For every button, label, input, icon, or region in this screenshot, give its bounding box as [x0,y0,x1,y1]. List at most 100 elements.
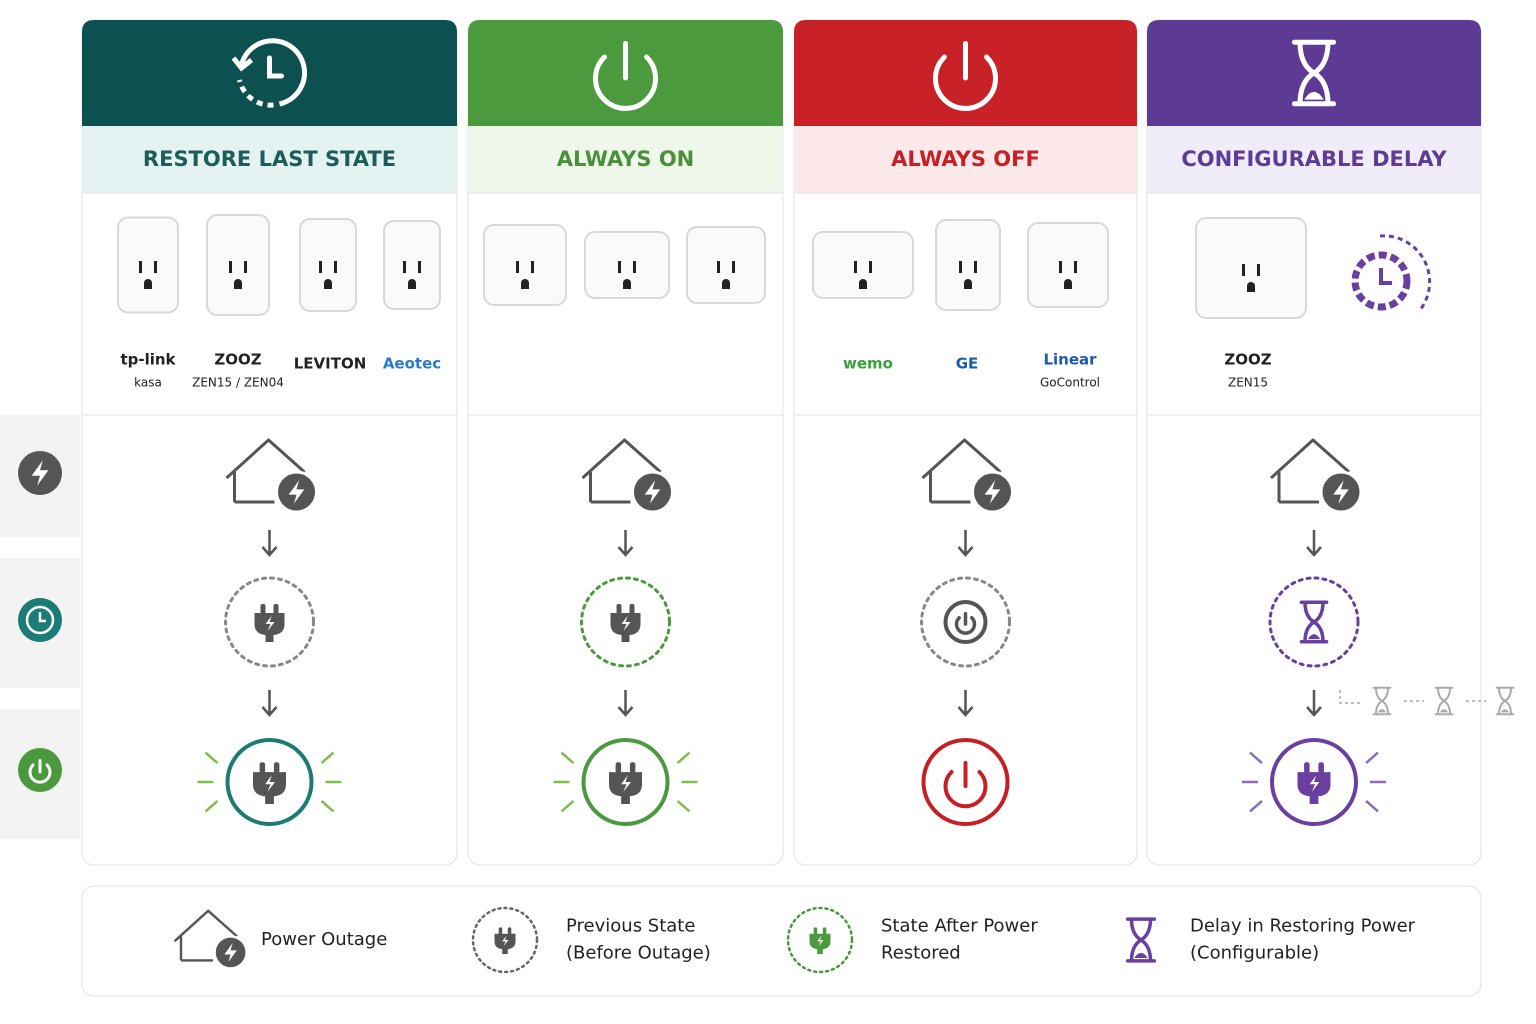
brand-name: wemo [843,355,893,373]
history-dashes [237,79,274,108]
hourglass-icon [1372,686,1392,716]
clock-hands [267,55,284,79]
outlet-slot [959,261,962,273]
legend-label: Delay in Restoring Power [1190,916,1416,937]
outlet-ground [722,279,730,289]
hourglass-sand [1500,709,1510,713]
outlet-ground [144,279,152,289]
house-icon [1269,438,1350,504]
outlet-ground [408,279,416,289]
column-title: CONFIGURABLE DELAY [1181,147,1447,171]
brand-name: LEVITON [294,355,367,373]
brand-name: ZOOZ [1224,351,1271,369]
brand-sub: ZEN15 / ZEN04 [192,376,284,390]
glow-ray [204,799,219,813]
glow-ray [1249,799,1263,813]
glow-ray [320,751,335,765]
smart-plug [1195,217,1307,319]
title-band [1147,126,1481,193]
legend-label: Power Outage [261,929,387,950]
house-icon [921,438,1002,504]
title-band [468,126,783,193]
legend-box [81,885,1482,997]
legend-label: Restored [881,943,961,964]
glow-ray [1249,751,1263,765]
legend-label: Previous State [566,916,695,937]
title-band [82,126,457,193]
hourglass-icon [1125,917,1157,963]
plug-prong [260,604,266,614]
flow-arrow [617,690,634,717]
legend-previous [471,906,539,974]
smart-plug [299,218,357,312]
outlet-slot [732,261,735,273]
plug-prong [615,762,622,774]
brand-sub: kasa [134,376,162,390]
flow-arrow [957,530,974,557]
smart-plug [686,226,766,304]
history-icon [239,38,308,107]
brand-name: Linear [1043,351,1097,369]
glow-ray [1365,799,1379,813]
smart-plug [117,216,179,314]
outlet-slot [516,261,519,273]
outlet-slot [1074,261,1077,273]
plug-prong [616,604,622,614]
legend-label: State After Power [881,916,1038,937]
plug-bolt [265,616,275,631]
smart-plug [812,231,914,299]
column: ALWAYS ON [467,19,784,866]
legend-restored [786,906,854,974]
outlet-ground [859,279,867,289]
hourglass-icon [1291,39,1337,107]
power-arc [933,54,998,111]
history-arrow [231,56,254,72]
side-clock-hands [38,612,46,623]
outlet-slot [869,261,872,273]
column-title: ALWAYS OFF [891,147,1040,171]
plug-prong [1304,762,1310,774]
column-title: RESTORE LAST STATE [143,147,396,171]
delay-steps [1339,690,1486,704]
outlet-slot [139,261,142,273]
outlet-ground [521,279,529,289]
legend: Power Outage Previous State (Before Outage… [173,906,1416,974]
outlet-slot [244,261,247,273]
brand-sub: GoControl [1040,376,1100,390]
title-band [794,126,1137,193]
power-arc [954,615,977,635]
outlet-ground [623,279,631,289]
flow-arrow [1306,690,1322,717]
legend-label: (Before Outage) [566,943,711,964]
delay-arc [1379,234,1432,311]
plug-prong [1318,762,1324,774]
bolt-icon [224,943,237,962]
glow-ray [320,799,335,813]
plug-prong [813,927,818,935]
outlet-slot [319,261,322,273]
house-icon [225,438,306,504]
glow-ray [676,751,691,765]
outlet-slot [1257,264,1260,276]
house-icon [581,438,662,504]
house-icon [173,909,238,962]
flow-arrow [261,530,278,557]
brand-sub: ZEN15 [1228,376,1268,390]
hourglass-icon [1495,686,1515,716]
brand-name: ZOOZ [214,351,261,369]
smart-plug [383,220,441,310]
smart-plug [483,224,567,306]
plug-bolt [621,775,631,792]
power-arc [593,54,658,111]
outlet-slot [854,261,857,273]
plug-prong [259,762,266,774]
plug-prong [822,927,827,935]
outlet-ground [234,279,242,289]
smart-plug [935,219,1001,311]
hourglass-icon [1299,600,1329,644]
plug-prong [498,927,503,935]
outlet-ground [964,279,972,289]
outlet-ground [1064,279,1072,289]
hourglass-sand [1307,634,1321,640]
